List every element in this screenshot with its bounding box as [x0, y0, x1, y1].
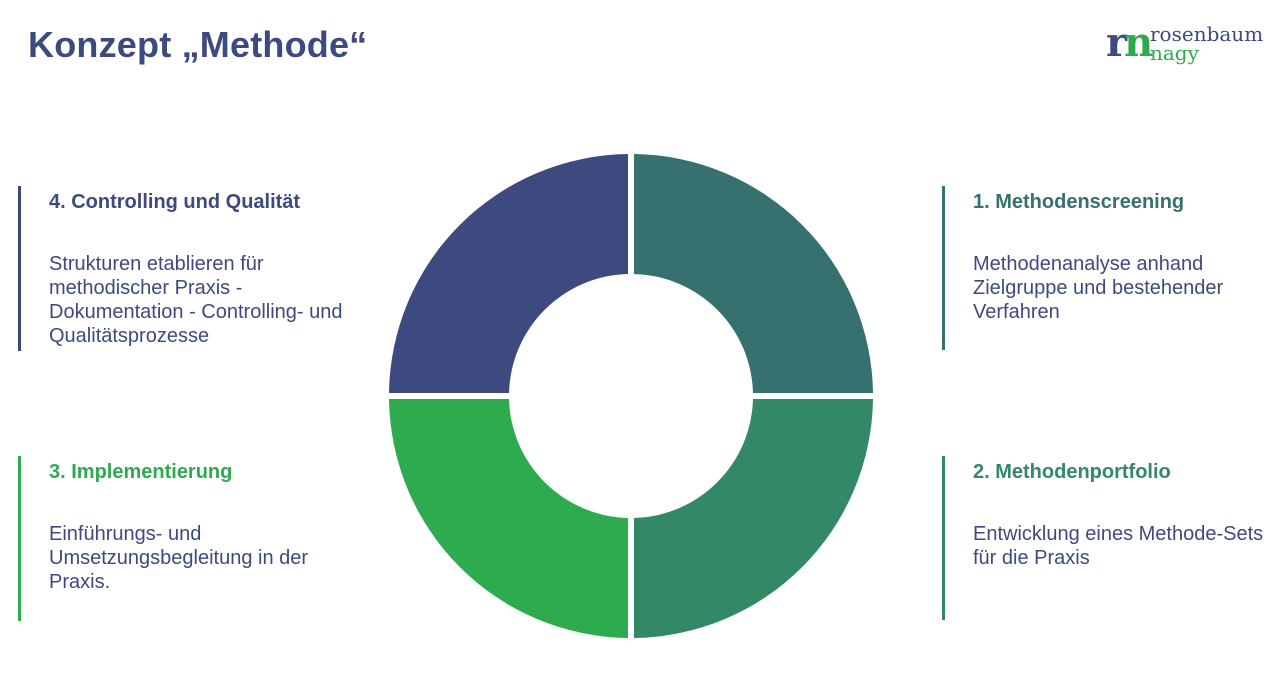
step-2-description: Entwicklung eines Methode-Sets für die P… — [973, 523, 1264, 569]
company-logo: rn rosenbaum nagy — [1106, 22, 1276, 68]
step-1-accent-bar — [942, 186, 945, 350]
step-4-block: 4. Controlling und Qualität Strukturen e… — [18, 186, 343, 351]
donut-segment-3 — [389, 398, 629, 638]
step-2-heading: 2. Methodenportfolio — [973, 461, 1171, 483]
step-1-heading: 1. Methodenscreening — [973, 191, 1185, 213]
step-4-heading: 4. Controlling und Qualität — [49, 191, 301, 213]
step-1-description: Methodenanalyse anhand Zielgruppe und be… — [973, 253, 1224, 323]
logo-word-rosenbaum: rosenbaum — [1150, 22, 1264, 46]
step-3-description: Einführungs- und Umsetzungsbegleitung in… — [49, 523, 309, 593]
donut-segment-2 — [633, 398, 873, 638]
step-4-accent-bar — [18, 186, 21, 351]
logo-word-nagy: nagy — [1150, 41, 1199, 65]
logo-mark: rn — [1106, 23, 1153, 63]
donut-segment-1 — [633, 154, 873, 394]
step-2-accent-bar — [942, 456, 945, 620]
step-1-block: 1. Methodenscreening Methodenanalyse anh… — [942, 186, 1242, 350]
step-3-heading: 3. Implementierung — [49, 461, 233, 483]
page-title: Konzept „Methode“ — [28, 24, 368, 65]
step-2-block: 2. Methodenportfolio Entwicklung eines M… — [942, 456, 1263, 620]
logo-mark-r: r — [1106, 19, 1128, 66]
logo-mark-n: n — [1124, 19, 1154, 66]
step-4-description: Strukturen etablieren für methodischer P… — [49, 253, 343, 347]
step-3-block: 3. Implementierung Einführungs- und Umse… — [18, 456, 318, 621]
step-3-accent-bar — [18, 456, 21, 621]
donut-segment-4 — [389, 154, 629, 394]
